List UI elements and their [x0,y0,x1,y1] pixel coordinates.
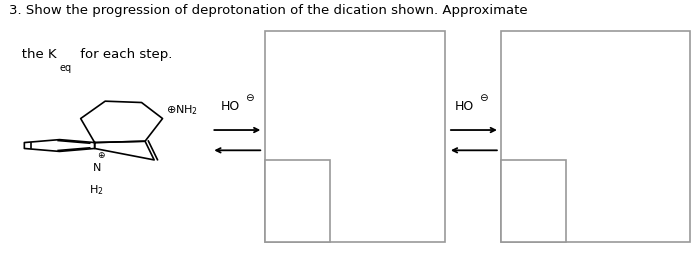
Text: N: N [92,163,101,173]
Text: the K: the K [9,48,57,61]
Text: HO: HO [455,100,475,113]
Bar [501,160,566,242]
Bar [265,31,445,242]
Text: H$_2$: H$_2$ [90,183,104,197]
Text: $\ominus$: $\ominus$ [479,92,489,103]
Bar [265,160,330,242]
Text: HO: HO [221,100,241,113]
Text: 3. Show the progression of deprotonation of the dication shown. Approximate: 3. Show the progression of deprotonation… [9,4,528,17]
Text: $\oplus$: $\oplus$ [97,150,106,160]
Bar [501,31,690,242]
Text: $\oplus$NH$_2$: $\oplus$NH$_2$ [166,103,198,117]
Text: $\ominus$: $\ominus$ [245,92,255,103]
Text: for each step.: for each step. [76,48,172,61]
Text: eq: eq [60,63,71,73]
